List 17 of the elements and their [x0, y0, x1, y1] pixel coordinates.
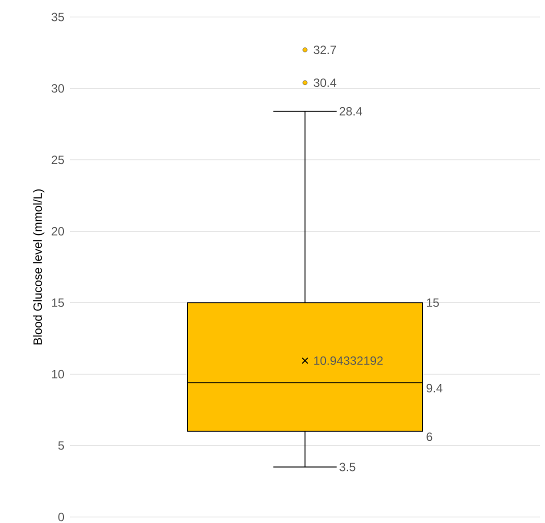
y-tick-label: 15	[52, 298, 64, 307]
y-tick-label: 35	[52, 12, 64, 22]
annotation: 10.94332192	[314, 356, 383, 365]
y-tick-label: 5	[58, 441, 64, 450]
y-tick-label: 20	[52, 227, 64, 236]
annotation: 30.4	[314, 78, 336, 87]
y-tick-label: 25	[52, 156, 64, 164]
y-tick-label: 0	[58, 512, 64, 522]
annotation: 32.7	[314, 46, 336, 54]
y-tick-label: 30	[52, 84, 64, 93]
y-axis-title: Blood Glucose level (mmol/L)	[33, 189, 44, 344]
annotation: 3.5	[340, 462, 356, 472]
annotation: 28.4	[340, 107, 362, 116]
annotation: 6	[426, 432, 432, 441]
y-tick-label: 10	[52, 370, 64, 378]
annotation: 15	[426, 298, 439, 307]
annotation: 9.4	[426, 384, 442, 392]
